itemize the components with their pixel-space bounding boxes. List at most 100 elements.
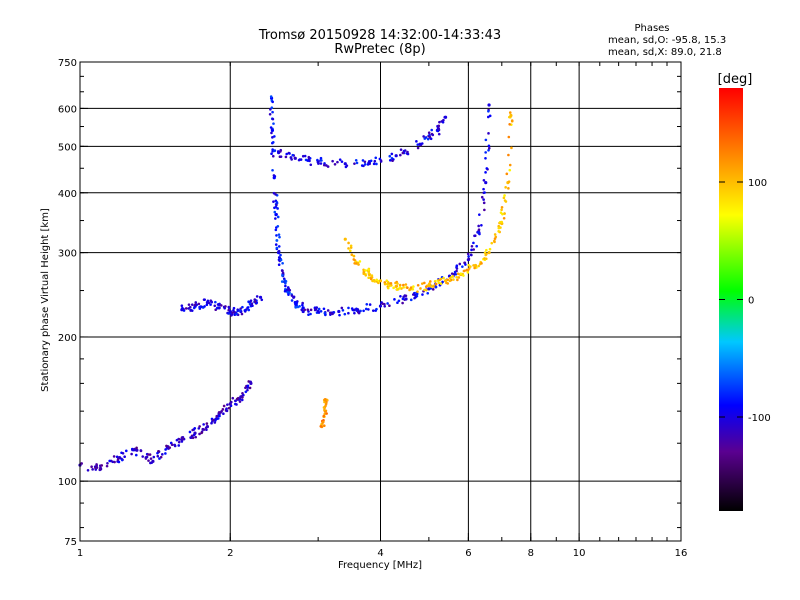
echo-point [372, 162, 376, 166]
x-axis: 1 2 4 6 8 10 16 [77, 62, 687, 559]
echo-point [227, 306, 231, 310]
echo-point [170, 443, 174, 446]
echo-point [386, 282, 389, 286]
echo-point [301, 154, 305, 158]
echo-point [275, 246, 279, 250]
echo-point [408, 288, 411, 292]
echo-point [412, 285, 415, 288]
echo-point [275, 239, 279, 242]
y-axis: 75 100 200 300 400 500 600 750 [58, 58, 681, 548]
echo-point [369, 277, 373, 281]
echo-point [322, 414, 326, 418]
echo-point [398, 283, 402, 287]
echo-point [467, 267, 471, 270]
echo-point [258, 295, 263, 299]
echo-point [343, 237, 347, 241]
echo-point [487, 251, 491, 255]
echo-point [158, 457, 161, 460]
echo-point [401, 301, 404, 305]
echo-point [277, 245, 281, 248]
echo-point [293, 156, 297, 160]
echo-point [343, 312, 347, 316]
echo-point [338, 313, 341, 317]
echo-point [213, 421, 217, 424]
echo-point [452, 278, 455, 281]
echo-point [287, 293, 290, 296]
echo-point [270, 128, 275, 132]
echo-point [228, 309, 232, 314]
echo-point [470, 244, 474, 248]
echo-point [323, 397, 327, 402]
echo-point [159, 455, 163, 459]
echo-point [193, 303, 197, 307]
echo-point [250, 303, 253, 307]
echo-point [477, 231, 480, 234]
echo-point [482, 198, 485, 201]
echo-point [277, 256, 281, 259]
echo-point [273, 210, 277, 214]
echo-point [270, 131, 273, 135]
y-tick-label: 200 [58, 333, 77, 344]
echo-point [424, 285, 428, 288]
echo-point [500, 220, 504, 224]
echo-point [279, 150, 282, 153]
echo-point [240, 394, 244, 398]
echo-point [437, 124, 441, 128]
echo-point [482, 187, 485, 191]
echo-point [383, 282, 387, 286]
echo-point [209, 303, 212, 306]
echo-point [393, 298, 396, 301]
echo-point [241, 305, 244, 309]
echo-point [401, 151, 405, 155]
echo-point [367, 308, 370, 311]
echo-point [378, 157, 382, 161]
echo-point [462, 274, 465, 277]
echo-point [289, 156, 293, 159]
echo-point [378, 279, 383, 283]
echo-point [493, 233, 497, 236]
echo-point [504, 200, 508, 203]
echo-point [177, 444, 181, 447]
echo-point [328, 311, 332, 315]
echo-point [484, 181, 488, 185]
echo-point [255, 295, 259, 298]
echo-point [403, 149, 407, 152]
echo-point [508, 168, 512, 172]
echo-point [422, 135, 425, 138]
echo-point [340, 306, 344, 310]
echo-point [502, 216, 506, 220]
echo-point [131, 448, 134, 452]
y-tick-label: 75 [64, 537, 77, 548]
echo-point [500, 205, 504, 209]
echo-point [121, 452, 125, 455]
echo-point [465, 268, 469, 272]
echo-point [218, 306, 221, 310]
echo-point [362, 270, 366, 274]
echo-point [322, 307, 326, 311]
echo-point [388, 154, 392, 158]
echo-point [139, 449, 143, 452]
echo-point [240, 398, 244, 402]
echo-point [431, 288, 435, 291]
echo-point [392, 286, 395, 290]
echo-point [426, 291, 430, 295]
echo-point [379, 160, 383, 163]
echo-point [424, 136, 428, 139]
echo-point [275, 200, 279, 204]
echo-point [431, 133, 435, 137]
echo-point [106, 462, 109, 465]
echo-point [497, 229, 500, 233]
echo-point [415, 140, 418, 143]
echo-point [149, 457, 153, 460]
echo-point [461, 265, 464, 268]
echo-point [427, 282, 431, 285]
echo-point [487, 132, 490, 135]
echo-point [317, 307, 321, 311]
echo-point [484, 156, 487, 160]
echo-point [301, 303, 304, 307]
echo-point [472, 241, 475, 245]
echo-point [238, 309, 242, 312]
echo-point [156, 454, 160, 458]
echo-point [487, 109, 490, 113]
echo-point [307, 155, 311, 159]
